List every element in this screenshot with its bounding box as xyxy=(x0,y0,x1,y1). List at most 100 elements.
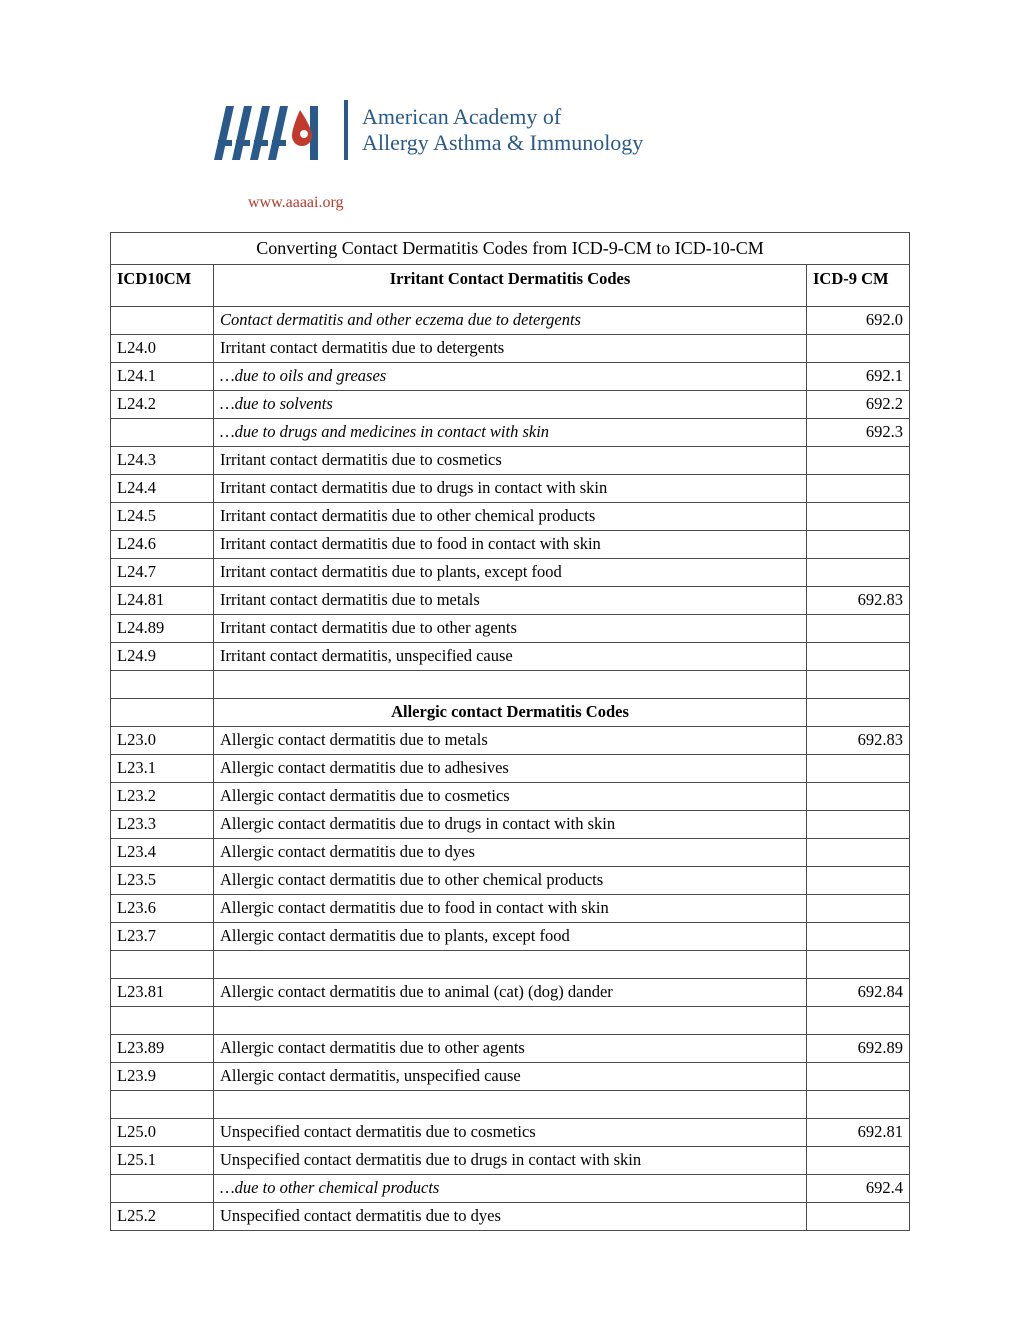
logo-block: American Academy of Allergy Asthma & Imm… xyxy=(210,100,910,166)
table-row: L24.7Irritant contact dermatitis due to … xyxy=(111,559,910,587)
document-page: American Academy of Allergy Asthma & Imm… xyxy=(0,0,1020,1291)
cell-icd10: L24.6 xyxy=(111,531,214,559)
table-row: L24.2…due to solvents692.2 xyxy=(111,391,910,419)
cell-icd10: L24.5 xyxy=(111,503,214,531)
cell-icd10: L24.81 xyxy=(111,587,214,615)
cell-icd9: 692.0 xyxy=(807,307,910,335)
cell-icd9 xyxy=(807,811,910,839)
table-title-row: Converting Contact Dermatitis Codes from… xyxy=(111,233,910,265)
table-header-row: ICD10CM Irritant Contact Dermatitis Code… xyxy=(111,265,910,307)
table-row: L23.6Allergic contact dermatitis due to … xyxy=(111,895,910,923)
cell-icd10: L25.1 xyxy=(111,1147,214,1175)
cell-description: Allergic contact dermatitis due to anima… xyxy=(214,979,807,1007)
table-row: L23.2Allergic contact dermatitis due to … xyxy=(111,783,910,811)
cell-description: …due to drugs and medicines in contact w… xyxy=(214,419,807,447)
table-row: L23.9Allergic contact dermatitis, unspec… xyxy=(111,1063,910,1091)
cell-icd9 xyxy=(807,839,910,867)
table-row: L23.4Allergic contact dermatitis due to … xyxy=(111,839,910,867)
cell-icd10: L23.3 xyxy=(111,811,214,839)
section-header-row: Allergic contact Dermatitis Codes xyxy=(111,699,910,727)
cell-icd9 xyxy=(807,503,910,531)
table-row: L25.2Unspecified contact dermatitis due … xyxy=(111,1203,910,1231)
cell-icd10: L23.5 xyxy=(111,867,214,895)
cell-icd9 xyxy=(807,559,910,587)
cell-icd9: 692.83 xyxy=(807,587,910,615)
cell-icd10: L25.0 xyxy=(111,1119,214,1147)
table-row: L23.89Allergic contact dermatitis due to… xyxy=(111,1035,910,1063)
cell-icd10: L23.81 xyxy=(111,979,214,1007)
cell-description: Allergic contact dermatitis due to metal… xyxy=(214,727,807,755)
col-description: Irritant Contact Dermatitis Codes xyxy=(214,265,807,307)
cell-icd9: 692.84 xyxy=(807,979,910,1007)
cell-icd10: L23.9 xyxy=(111,1063,214,1091)
cell-icd10: L23.1 xyxy=(111,755,214,783)
cell-icd9 xyxy=(807,755,910,783)
cell-icd9: 692.81 xyxy=(807,1119,910,1147)
cell-icd10: L23.4 xyxy=(111,839,214,867)
cell-description: Irritant contact dermatitis due to food … xyxy=(214,531,807,559)
table-row: …due to other chemical products692.4 xyxy=(111,1175,910,1203)
section-header: Allergic contact Dermatitis Codes xyxy=(214,699,807,727)
blank-row xyxy=(111,671,910,699)
cell-icd10: L23.6 xyxy=(111,895,214,923)
cell-icd9 xyxy=(807,475,910,503)
cell-icd9 xyxy=(807,867,910,895)
table-row: L24.81Irritant contact dermatitis due to… xyxy=(111,587,910,615)
table-row: L23.0Allergic contact dermatitis due to … xyxy=(111,727,910,755)
table-row: L24.4Irritant contact dermatitis due to … xyxy=(111,475,910,503)
cell-description: Unspecified contact dermatitis due to dy… xyxy=(214,1203,807,1231)
cell-icd9 xyxy=(807,447,910,475)
cell-icd9 xyxy=(807,643,910,671)
col-icd10cm: ICD10CM xyxy=(111,265,214,307)
cell-icd10: L25.2 xyxy=(111,1203,214,1231)
cell-icd9 xyxy=(807,531,910,559)
table-row xyxy=(111,1007,910,1035)
cell-icd9: 692.1 xyxy=(807,363,910,391)
table-row: L23.5Allergic contact dermatitis due to … xyxy=(111,867,910,895)
cell-icd10: L23.89 xyxy=(111,1035,214,1063)
table-row: Contact dermatitis and other eczema due … xyxy=(111,307,910,335)
cell-icd9: 692.83 xyxy=(807,727,910,755)
cell-description: Irritant contact dermatitis due to cosme… xyxy=(214,447,807,475)
cell-icd10: L24.2 xyxy=(111,391,214,419)
cell-description: Allergic contact dermatitis due to plant… xyxy=(214,923,807,951)
cell-icd10 xyxy=(111,307,214,335)
logo-mark xyxy=(210,100,330,166)
logo-line-2: Allergy Asthma & Immunology xyxy=(362,130,643,156)
cell-description: Allergic contact dermatitis due to drugs… xyxy=(214,811,807,839)
cell-description: Allergic contact dermatitis, unspecified… xyxy=(214,1063,807,1091)
cell-icd9 xyxy=(807,1203,910,1231)
cell-description: Irritant contact dermatitis due to other… xyxy=(214,503,807,531)
table-row: L25.0Unspecified contact dermatitis due … xyxy=(111,1119,910,1147)
cell-icd10: L24.7 xyxy=(111,559,214,587)
cell-icd9 xyxy=(807,895,910,923)
table-row: L24.9Irritant contact dermatitis, unspec… xyxy=(111,643,910,671)
cell-description: Irritant contact dermatitis due to plant… xyxy=(214,559,807,587)
table-row: L24.3Irritant contact dermatitis due to … xyxy=(111,447,910,475)
cell-icd9: 692.2 xyxy=(807,391,910,419)
cell-icd9 xyxy=(807,1147,910,1175)
table-row: L23.7Allergic contact dermatitis due to … xyxy=(111,923,910,951)
table-row: L24.6Irritant contact dermatitis due to … xyxy=(111,531,910,559)
table-row: L24.0Irritant contact dermatitis due to … xyxy=(111,335,910,363)
table-title: Converting Contact Dermatitis Codes from… xyxy=(111,233,910,265)
table-row xyxy=(111,951,910,979)
cell-description: Irritant contact dermatitis due to other… xyxy=(214,615,807,643)
logo-url: www.aaaai.org xyxy=(248,194,910,212)
cell-icd9 xyxy=(807,335,910,363)
table-row: L23.81Allergic contact dermatitis due to… xyxy=(111,979,910,1007)
cell-icd10: L24.3 xyxy=(111,447,214,475)
cell-description: …due to oils and greases xyxy=(214,363,807,391)
logo-text: American Academy of Allergy Asthma & Imm… xyxy=(344,100,643,160)
cell-icd9 xyxy=(807,1063,910,1091)
cell-icd10: L23.0 xyxy=(111,727,214,755)
cell-icd9 xyxy=(807,783,910,811)
cell-description: Allergic contact dermatitis due to adhes… xyxy=(214,755,807,783)
cell-icd9: 692.4 xyxy=(807,1175,910,1203)
cell-icd10: L24.9 xyxy=(111,643,214,671)
codes-table: Converting Contact Dermatitis Codes from… xyxy=(110,232,910,1231)
table-row: L24.5Irritant contact dermatitis due to … xyxy=(111,503,910,531)
cell-description: Allergic contact dermatitis due to dyes xyxy=(214,839,807,867)
cell-icd10: L24.4 xyxy=(111,475,214,503)
table-row: L24.89Irritant contact dermatitis due to… xyxy=(111,615,910,643)
